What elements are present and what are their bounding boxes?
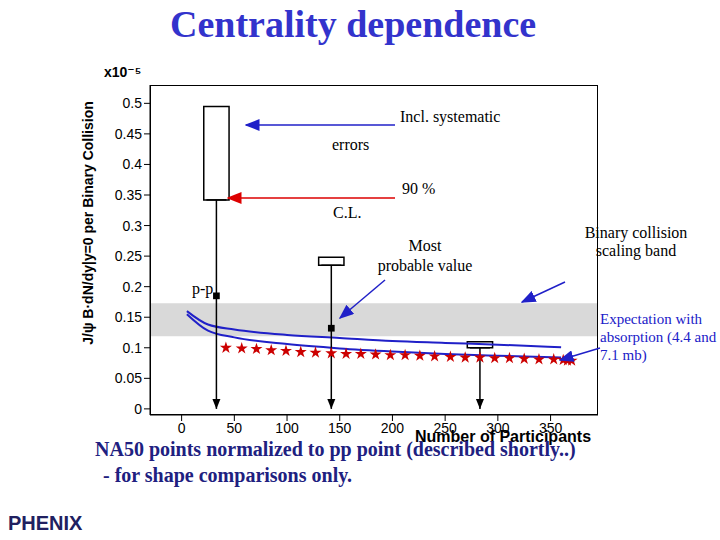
svg-text:0.2: 0.2 — [123, 279, 143, 295]
svg-text:0.15: 0.15 — [115, 309, 142, 325]
svg-text:150: 150 — [328, 420, 352, 436]
svg-text:0.25: 0.25 — [115, 248, 142, 264]
svg-text:0: 0 — [134, 401, 142, 417]
svg-text:100: 100 — [275, 420, 299, 436]
svg-text:200: 200 — [381, 420, 405, 436]
svg-text:0.3: 0.3 — [123, 218, 143, 234]
svg-text:0.1: 0.1 — [123, 340, 143, 356]
svg-text:0.35: 0.35 — [115, 187, 142, 203]
svg-text:0: 0 — [178, 420, 186, 436]
svg-text:0.4: 0.4 — [123, 156, 143, 172]
svg-text:0.45: 0.45 — [115, 126, 142, 142]
svg-text:0.5: 0.5 — [123, 95, 143, 111]
svg-text:0.05: 0.05 — [115, 370, 142, 386]
svg-text:50: 50 — [227, 420, 243, 436]
